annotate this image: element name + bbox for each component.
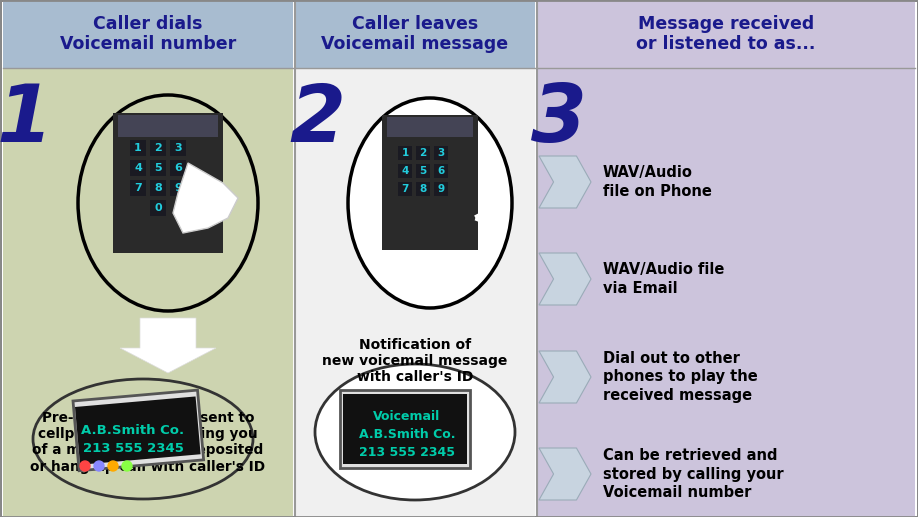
Text: 213 555 2345: 213 555 2345 <box>359 446 455 459</box>
Bar <box>416 164 430 178</box>
Bar <box>118 115 218 137</box>
Bar <box>434 146 448 160</box>
Text: Message received
or listened to as...: Message received or listened to as... <box>636 14 816 53</box>
Bar <box>130 160 146 176</box>
Ellipse shape <box>315 364 515 500</box>
Text: Dial out to other
phones to play the
received message: Dial out to other phones to play the rec… <box>603 351 757 403</box>
Text: 1: 1 <box>401 148 409 158</box>
Bar <box>170 160 186 176</box>
Text: 5: 5 <box>420 166 427 176</box>
Text: 1: 1 <box>134 143 142 153</box>
Bar <box>130 140 146 156</box>
Polygon shape <box>539 448 591 500</box>
Text: 2: 2 <box>289 81 345 159</box>
Text: Caller dials
Voicemail number: Caller dials Voicemail number <box>60 14 236 53</box>
Ellipse shape <box>78 95 258 311</box>
Text: 6: 6 <box>174 163 182 173</box>
Bar <box>340 390 470 468</box>
Bar <box>170 140 186 156</box>
Circle shape <box>80 461 90 471</box>
Bar <box>434 164 448 178</box>
Circle shape <box>94 461 104 471</box>
Polygon shape <box>539 253 591 305</box>
Text: A.B.Smith Co.: A.B.Smith Co. <box>82 424 185 437</box>
Bar <box>295 0 535 68</box>
Text: 2: 2 <box>420 148 427 158</box>
Bar <box>416 182 430 196</box>
Text: 6: 6 <box>437 166 444 176</box>
Text: 4: 4 <box>134 163 142 173</box>
Bar <box>434 182 448 196</box>
Text: 0: 0 <box>154 203 162 213</box>
Bar <box>295 68 535 517</box>
Text: 213 555 2345: 213 555 2345 <box>83 443 184 455</box>
Ellipse shape <box>348 98 512 308</box>
Bar <box>150 200 166 216</box>
Text: 8: 8 <box>154 183 162 193</box>
Bar <box>150 180 166 196</box>
Polygon shape <box>539 156 591 208</box>
Text: 9: 9 <box>438 184 444 194</box>
Text: 9: 9 <box>174 183 182 193</box>
Bar <box>398 164 412 178</box>
Text: 7: 7 <box>134 183 142 193</box>
Ellipse shape <box>33 379 253 499</box>
Bar <box>537 68 915 517</box>
Bar <box>382 115 478 250</box>
Bar <box>398 182 412 196</box>
Text: Can be retrieved and
stored by calling your
Voicemail number: Can be retrieved and stored by calling y… <box>603 448 784 500</box>
Text: 3: 3 <box>174 143 182 153</box>
Text: Voicemail: Voicemail <box>374 409 441 422</box>
Circle shape <box>122 461 132 471</box>
Text: 8: 8 <box>420 184 427 194</box>
Text: 1: 1 <box>0 81 53 159</box>
Bar <box>387 117 473 137</box>
Text: 4: 4 <box>401 166 409 176</box>
Text: 7: 7 <box>401 184 409 194</box>
Bar <box>537 0 915 68</box>
Text: Caller leaves
Voicemail message: Caller leaves Voicemail message <box>321 14 509 53</box>
Bar <box>3 0 293 68</box>
Bar <box>416 146 430 160</box>
Text: A.B.Smith Co.: A.B.Smith Co. <box>359 428 455 440</box>
Bar <box>3 68 293 517</box>
Text: 3: 3 <box>437 148 444 158</box>
Text: 3: 3 <box>531 81 587 159</box>
Bar <box>170 180 186 196</box>
Bar <box>150 140 166 156</box>
Text: Pre-call Notification sent to
cellphone/email alerting you
of a message being de: Pre-call Notification sent to cellphone/… <box>30 411 265 474</box>
Bar <box>398 146 412 160</box>
Bar <box>130 180 146 196</box>
Bar <box>150 160 166 176</box>
Bar <box>113 113 223 253</box>
Bar <box>73 390 204 471</box>
Text: Notification of
new voicemail message
with caller's ID: Notification of new voicemail message wi… <box>322 338 508 385</box>
Text: 2: 2 <box>154 143 162 153</box>
Polygon shape <box>173 163 238 233</box>
Polygon shape <box>539 351 591 403</box>
Text: 5: 5 <box>154 163 162 173</box>
Circle shape <box>108 461 118 471</box>
Bar <box>75 397 201 465</box>
Polygon shape <box>120 318 216 373</box>
Text: WAV/Audio file
via Email: WAV/Audio file via Email <box>603 262 724 296</box>
Bar <box>343 394 467 464</box>
Text: WAV/Audio
file on Phone: WAV/Audio file on Phone <box>603 165 711 199</box>
